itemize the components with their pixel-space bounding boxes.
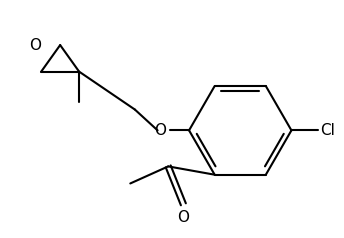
Text: Cl: Cl [320, 123, 335, 138]
Text: O: O [178, 210, 190, 225]
Text: O: O [154, 123, 166, 138]
Text: O: O [29, 38, 41, 53]
